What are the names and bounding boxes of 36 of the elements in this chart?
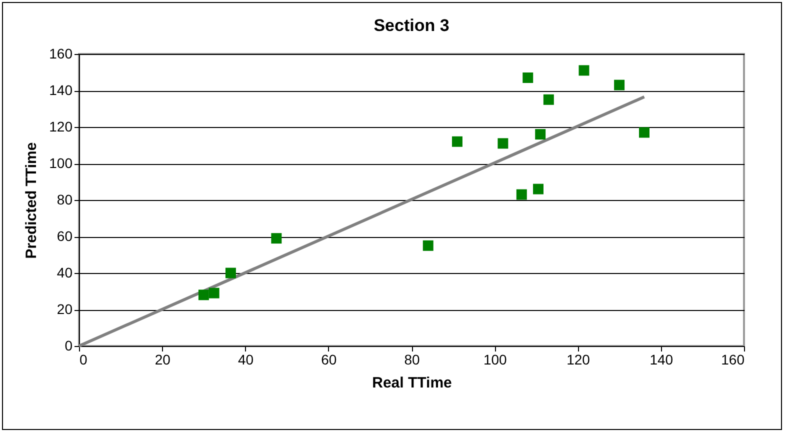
chart-title: Section 3 (374, 16, 450, 35)
y-axis-title: Predicted TTime (23, 142, 40, 259)
point (533, 184, 544, 194)
point (614, 80, 625, 90)
point (498, 138, 508, 149)
point (422, 240, 434, 251)
x-tick-label: 60 (321, 352, 337, 368)
point (198, 290, 209, 300)
x-tick-label: 140 (650, 352, 674, 368)
point (639, 127, 650, 138)
y-tick-label: 60 (56, 228, 73, 244)
point (452, 136, 462, 147)
x-tick-label: 40 (238, 352, 254, 368)
y-tick-label: 140 (49, 82, 73, 98)
point (522, 72, 534, 83)
y-tick-label: 120 (49, 118, 73, 134)
point (271, 233, 282, 244)
y-tick-label: 80 (56, 192, 73, 208)
point (225, 268, 236, 278)
x-tick-label: 80 (404, 352, 420, 368)
y-tick-label: 160 (49, 46, 73, 62)
point (578, 65, 590, 76)
x-tick-label: 100 (483, 352, 508, 368)
point (535, 129, 546, 140)
y-tick-label: 0 (64, 338, 73, 354)
x-tick-label: 120 (566, 352, 590, 368)
point (543, 94, 554, 105)
x-tick-label: 0 (80, 352, 88, 368)
y-tick-label: 40 (56, 264, 73, 280)
x-axis-title: Real TTime (372, 374, 452, 392)
point (516, 189, 527, 200)
point (208, 288, 220, 298)
y-tick-label: 20 (56, 301, 73, 317)
x-tick-label: 20 (154, 352, 171, 368)
x-tick-label: 160 (721, 352, 745, 368)
y-tick-label: 100 (49, 155, 73, 171)
